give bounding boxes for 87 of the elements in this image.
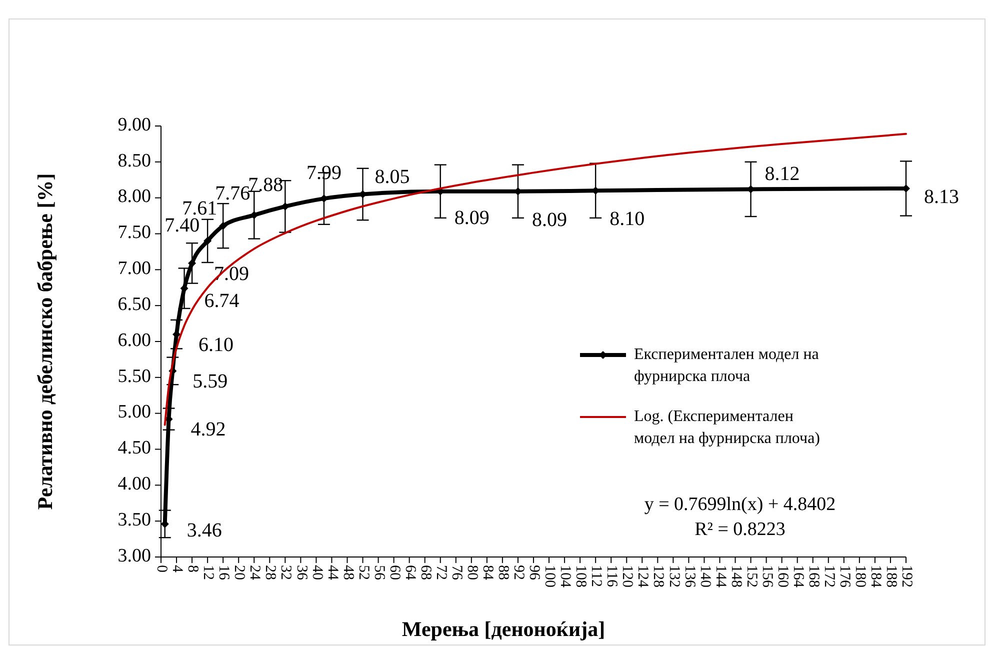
y-tick-label: 5.50 (118, 366, 151, 387)
data-label: 8.05 (374, 166, 410, 188)
x-tick-label: 156 (758, 565, 775, 588)
x-tick-label: 108 (572, 565, 589, 588)
x-tick-label: 176 (836, 565, 852, 588)
x-tick-label: 48 (340, 565, 356, 580)
annotation: y = 0.7699ln(x) + 4.8402 (644, 494, 836, 515)
x-tick-label: 20 (231, 565, 248, 580)
y-tick-label: 4.50 (118, 438, 151, 459)
x-tick-label: 8 (184, 565, 201, 572)
x-tick-label: 132 (666, 565, 682, 588)
x-tick-label: 12 (200, 565, 216, 580)
data-label: 8.13 (924, 186, 959, 208)
x-tick-label: 4 (169, 565, 186, 573)
data-label: 4.92 (190, 418, 226, 441)
y-tick-label: 8.00 (118, 186, 151, 208)
point (188, 259, 196, 268)
x-tick-label: 56 (370, 565, 387, 580)
x-tick-label: 16 (216, 565, 232, 580)
x-tick-label: 40 (308, 565, 325, 580)
y-tick-label: 8.50 (118, 150, 151, 172)
x-tick-label: 152 (743, 565, 760, 588)
legend-label: Log. (Експериментален модел на фурнирска плоча) (634, 408, 820, 447)
x-tick-label: 100 (542, 565, 558, 588)
x-tick-label: 112 (588, 565, 604, 587)
x-tick-label: 144 (712, 565, 728, 588)
point (281, 202, 290, 210)
x-tick-label: 180 (852, 565, 868, 588)
y-tick-label: 4.00 (118, 474, 151, 495)
x-tick-label: 104 (557, 565, 574, 588)
legend-label: Експериментален модел на фурнирска плоча (634, 346, 819, 385)
x-tick-label: 164 (790, 565, 806, 588)
point (250, 211, 258, 220)
y-tick-label: 3.00 (118, 545, 151, 566)
y-axis-title: Релативно дебелинско бабрење [%] (33, 173, 57, 510)
x-tick-label: 96 (526, 565, 542, 580)
y-tick-label: 5.00 (118, 402, 151, 423)
x-tick-label: 172 (820, 565, 837, 588)
x-tick-label: 72 (432, 565, 449, 580)
data-label: 7.99 (306, 162, 342, 184)
x-tick-label: 148 (728, 565, 744, 588)
x-tick-label: 168 (805, 565, 822, 588)
data-label: 5.59 (192, 370, 228, 393)
x-tick-label: 60 (386, 565, 402, 580)
data-label: 3.46 (186, 520, 222, 542)
x-tick-label: 188 (883, 565, 900, 588)
x-tick-label: 92 (510, 565, 527, 580)
x-tick-label: 184 (868, 565, 884, 588)
y-tick-label: 9.00 (118, 114, 151, 136)
annotation: R² = 0.8223 (694, 519, 786, 540)
y-tick-label: 3.50 (118, 509, 151, 530)
x-tick-label: 116 (604, 565, 620, 588)
data-label: 8.12 (764, 162, 800, 185)
x-tick-label: 36 (293, 565, 310, 580)
x-tick-label: 80 (464, 565, 480, 580)
data-label: 8.09 (454, 206, 490, 229)
point (204, 236, 212, 245)
x-tick-label: 28 (262, 565, 278, 580)
data-label: 8.09 (532, 208, 567, 231)
x-tick-label: 68 (417, 565, 434, 580)
x-tick-label: 136 (681, 565, 698, 588)
data-label: 6.74 (204, 290, 240, 312)
x-tick-label: 84 (480, 565, 496, 580)
x-axis-title: Мерења [деноноќија] (402, 617, 606, 641)
x-tick-label: 88 (495, 565, 512, 580)
x-tick-label: 124 (634, 565, 651, 588)
x-tick-label: 140 (696, 565, 713, 588)
x-tick-label: 52 (355, 565, 372, 580)
data-label: 8.10 (610, 208, 645, 230)
x-tick-label: 44 (324, 565, 340, 580)
y-tick-label: 6.50 (118, 294, 151, 315)
data-label: 6.10 (198, 334, 234, 356)
data-label: 7.76 (215, 182, 250, 205)
x-tick-label: 0 (154, 565, 170, 572)
point (219, 222, 228, 230)
x-tick-label: 192 (898, 565, 915, 588)
y-tick-label: 7.50 (118, 222, 151, 244)
x-tick-label: 128 (650, 565, 666, 588)
x-tick-label: 76 (448, 565, 464, 580)
x-tick-label: 24 (246, 565, 263, 580)
y-tick-label: 7.00 (118, 258, 151, 280)
x-tick-label: 32 (278, 565, 294, 580)
data-label: 7.88 (248, 174, 284, 196)
x-tick-label: 120 (619, 565, 636, 588)
x-tick-label: 160 (774, 565, 790, 588)
x-tick-label: 64 (402, 565, 418, 580)
y-tick-label: 6.00 (118, 330, 151, 351)
